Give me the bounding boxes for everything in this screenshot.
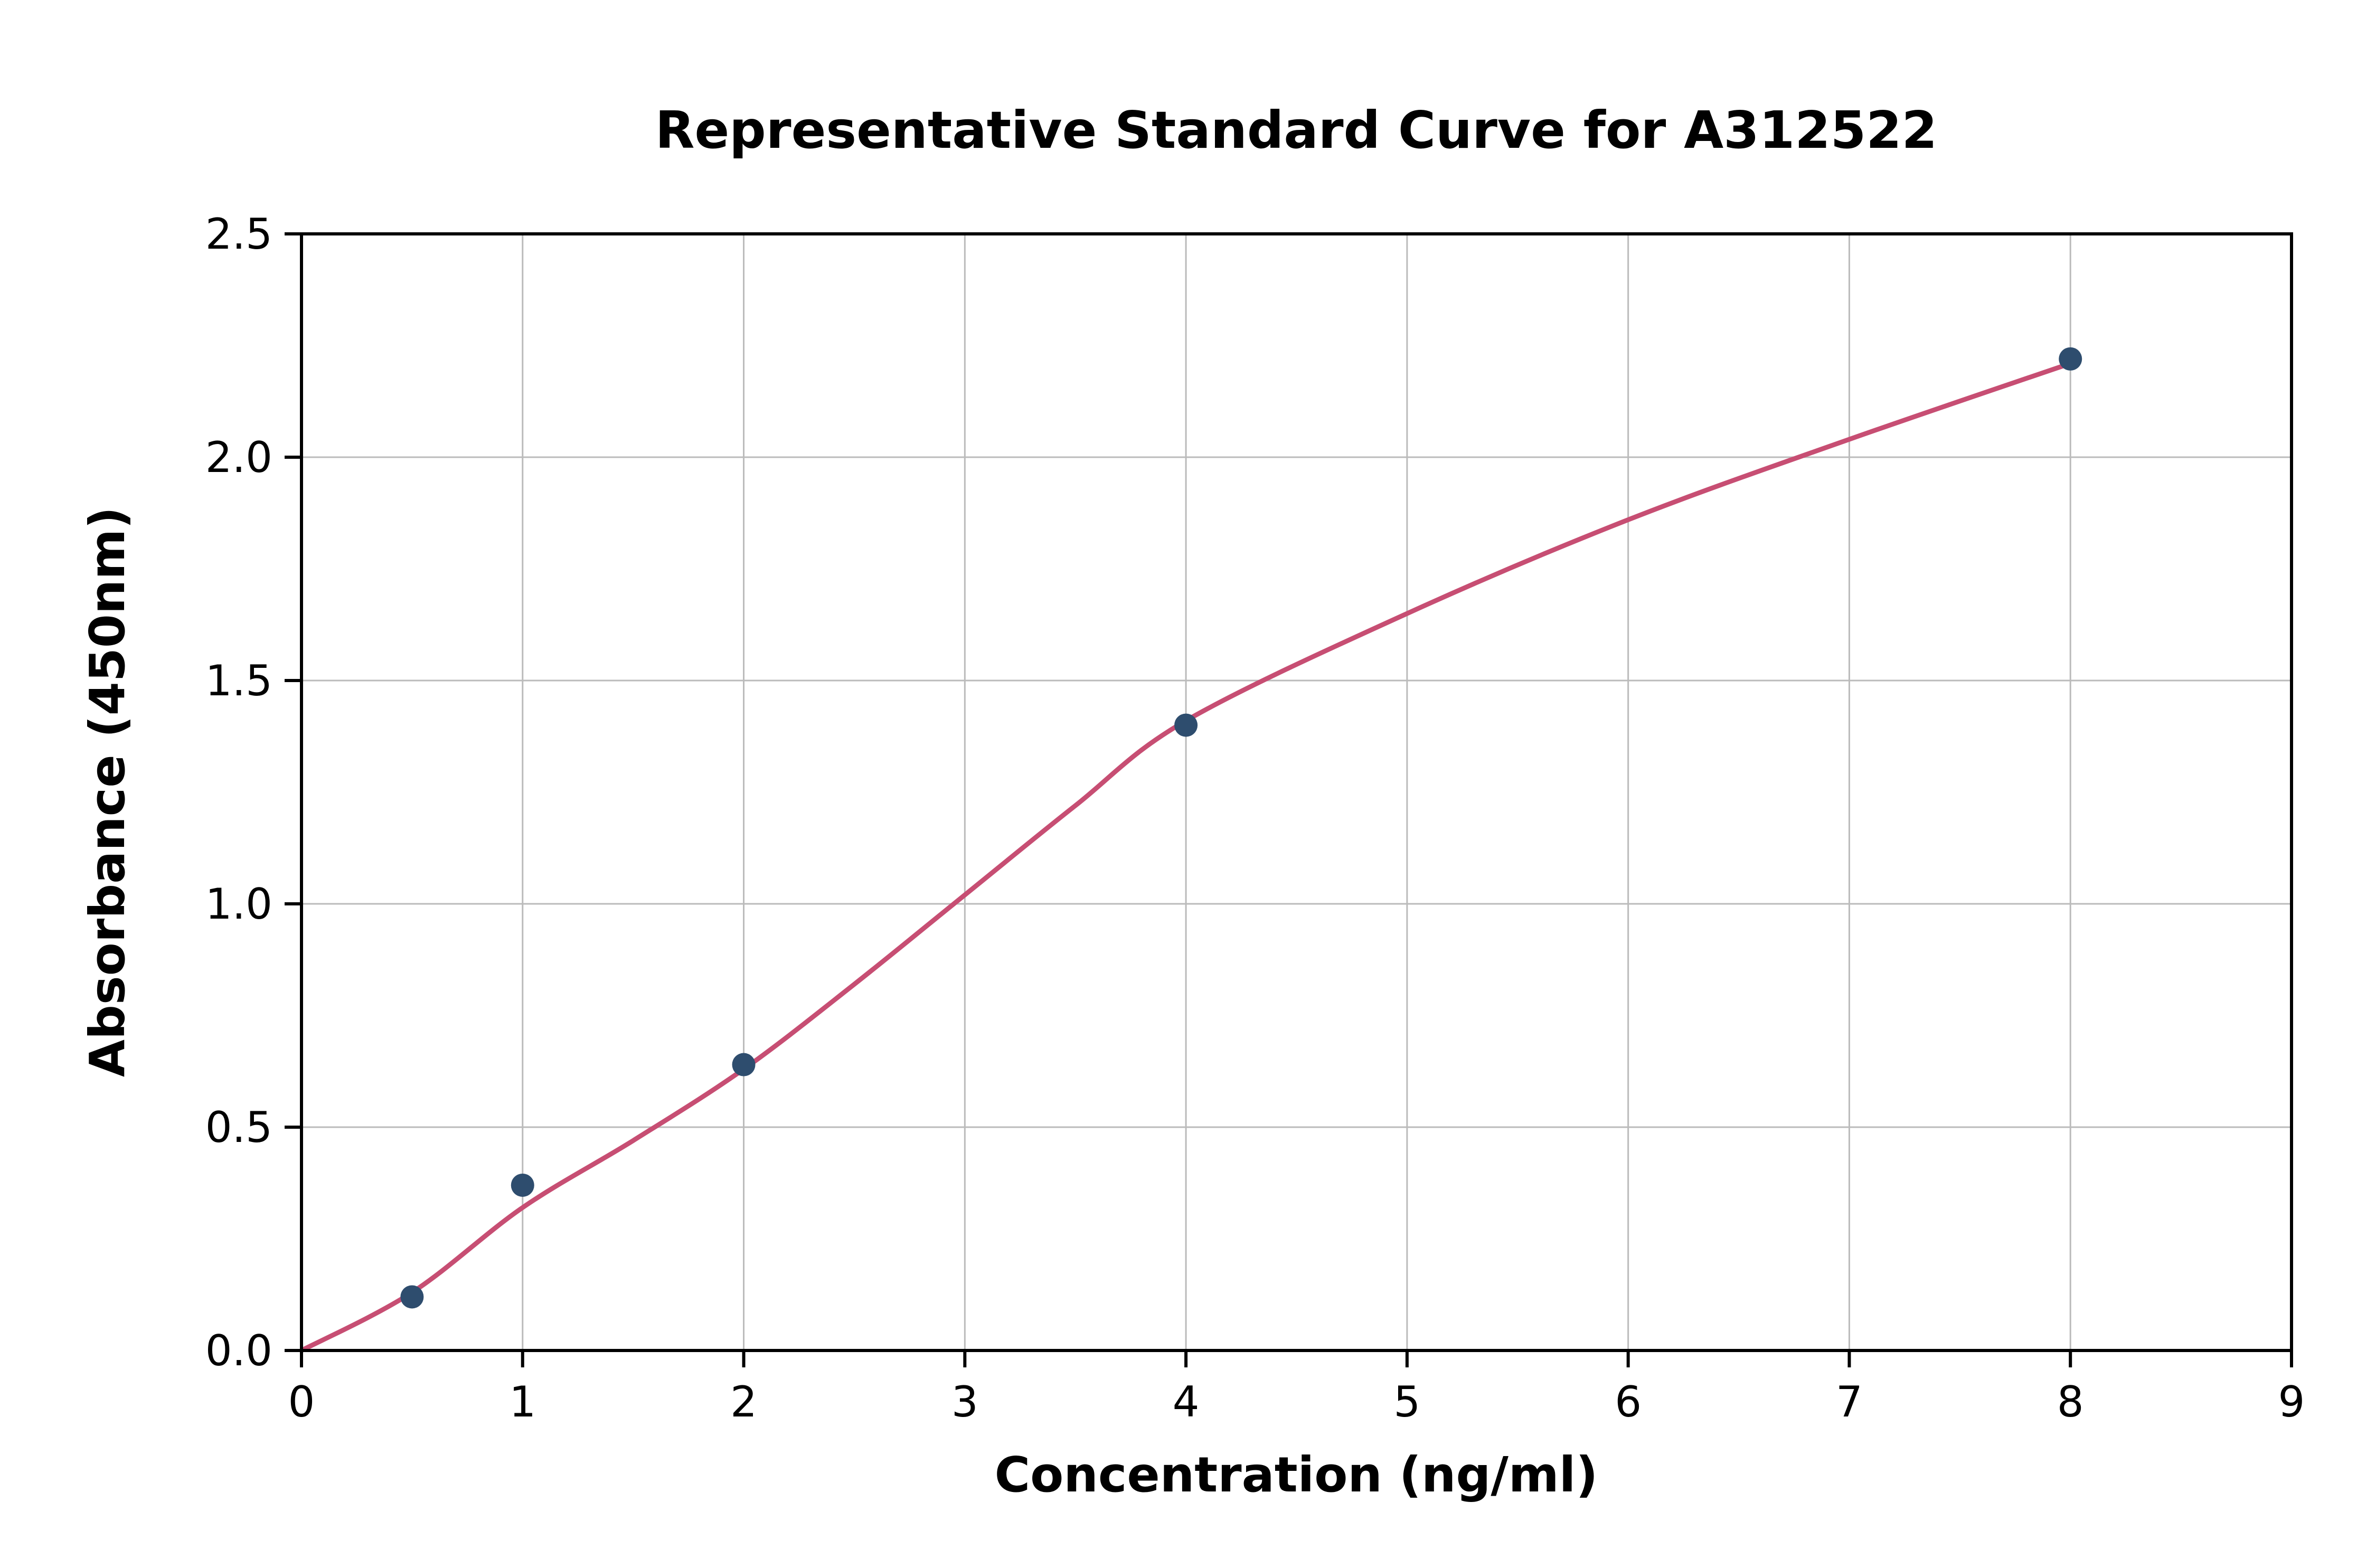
y-tick-label: 1.0 xyxy=(205,880,272,929)
y-tick-label: 1.5 xyxy=(205,656,272,705)
plot-border xyxy=(300,232,2293,1352)
fit-curve-layer xyxy=(299,361,2073,1353)
x-axis-label: Concentration (ng/ml) xyxy=(995,1447,1598,1503)
x-tick-label: 8 xyxy=(2057,1377,2084,1427)
x-tick-label: 9 xyxy=(2278,1377,2305,1427)
data-point xyxy=(400,1285,424,1309)
chart-title: Representative Standard Curve for A31252… xyxy=(655,100,1937,160)
grid-lines xyxy=(300,233,2293,1352)
y-tick-label: 0.5 xyxy=(205,1103,272,1152)
axis-spines xyxy=(300,232,2293,1352)
x-tick-label: 7 xyxy=(1836,1377,1863,1427)
x-tick-label: 4 xyxy=(1173,1377,1200,1427)
x-tick-label: 5 xyxy=(1393,1377,1420,1427)
x-tick-label: 6 xyxy=(1615,1377,1642,1427)
data-point xyxy=(2059,347,2082,371)
data-point xyxy=(732,1053,756,1076)
data-point xyxy=(511,1173,534,1197)
axis-ticks xyxy=(285,232,2293,1367)
x-tick-label: 3 xyxy=(951,1377,978,1427)
y-tick-label: 2.0 xyxy=(205,433,272,482)
x-tick-label: 1 xyxy=(509,1377,536,1427)
x-tick-label: 0 xyxy=(288,1377,315,1427)
data-points-layer xyxy=(400,347,2082,1309)
y-axis-label: Absorbance (450nm) xyxy=(79,507,136,1077)
data-point xyxy=(1174,713,1198,737)
y-tick-label: 0.0 xyxy=(205,1326,272,1375)
tick-labels: 0 1 2 3 4 5 6 7 8 9 0.0 0.5 1.0 1.5 2.0 2.5 xyxy=(205,210,2305,1427)
fit-curve xyxy=(299,361,2073,1353)
y-tick-label: 2.5 xyxy=(205,210,272,259)
x-tick-label: 2 xyxy=(730,1377,757,1427)
